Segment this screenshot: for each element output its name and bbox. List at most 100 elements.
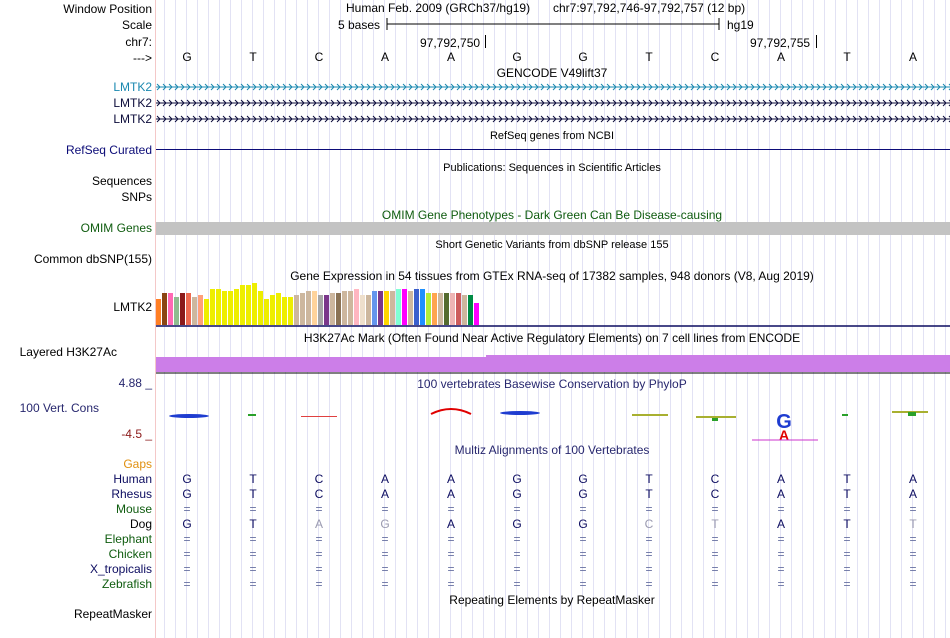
grid-line	[868, 0, 869, 638]
species-label-x_tropicalis[interactable]: X_tropicalis	[89, 562, 152, 576]
gtex-tissue-bar[interactable]	[216, 289, 221, 325]
grid-line	[758, 0, 759, 638]
gtex-tissue-bar[interactable]	[288, 297, 293, 325]
gtex-tissue-bar[interactable]	[306, 291, 311, 325]
phylop-logo[interactable]: G A	[156, 404, 950, 444]
alignment-base-dog: T	[909, 517, 917, 531]
gtex-tissue-bar[interactable]	[462, 295, 467, 325]
omim-gene-bar[interactable]	[156, 222, 950, 235]
gtex-tissue-bar[interactable]	[186, 293, 191, 325]
species-label-dog[interactable]: Dog	[129, 517, 152, 531]
gencode-gene-label-1[interactable]: LMTK2	[113, 80, 152, 94]
gtex-tissue-bar[interactable]	[384, 291, 389, 325]
chrom-label: chr7:	[125, 35, 152, 49]
gtex-tissue-bar[interactable]	[348, 291, 353, 325]
h3k27ac-label[interactable]: Layered H3K27Ac	[19, 345, 117, 359]
gtex-tissue-bar[interactable]	[330, 293, 335, 325]
gtex-tissue-bar[interactable]	[168, 293, 173, 325]
snps-label[interactable]: SNPs	[121, 190, 152, 204]
grid-line	[703, 0, 704, 638]
gtex-tissue-bar[interactable]	[318, 295, 323, 325]
gtex-tissue-bar[interactable]	[342, 291, 347, 325]
gtex-tissue-bar[interactable]	[438, 293, 443, 325]
gtex-tissue-bar[interactable]	[198, 295, 203, 325]
alignment-base-x_tropicalis: =	[645, 562, 653, 576]
gencode-transcript-2[interactable]	[156, 99, 950, 107]
grid-line	[637, 0, 638, 638]
browser-image[interactable]: Human Feb. 2009 (GRCh37/hg19) chr7:97,79…	[156, 0, 950, 638]
species-label-zebrafish[interactable]: Zebrafish	[101, 577, 152, 591]
gtex-tissue-bar[interactable]	[402, 289, 407, 325]
gtex-tissue-bar[interactable]	[270, 295, 275, 325]
omim-genes-label[interactable]: OMIM Genes	[80, 221, 152, 235]
repeatmasker-label[interactable]: RepeatMasker	[73, 607, 152, 621]
alignment-base-elephant: =	[513, 532, 521, 546]
alignment-base-mouse: =	[909, 502, 917, 516]
gtex-tissue-bar[interactable]	[174, 297, 179, 325]
gtex-tissue-bar[interactable]	[366, 295, 371, 325]
alignment-base-rhesus: G	[578, 487, 588, 501]
gtex-tissue-bar[interactable]	[300, 293, 305, 325]
gtex-gene-label[interactable]: LMTK2	[113, 300, 152, 314]
gtex-tissue-bar[interactable]	[264, 299, 269, 325]
gencode-gene-label-2[interactable]: LMTK2	[113, 96, 152, 110]
gtex-tissue-bar[interactable]	[372, 291, 377, 325]
gtex-tissue-bar[interactable]	[228, 291, 233, 325]
gtex-tissue-bar[interactable]	[234, 289, 239, 325]
gtex-tissue-bar[interactable]	[294, 295, 299, 325]
gtex-tissue-bar[interactable]	[468, 295, 473, 325]
alignment-base-chicken: =	[447, 547, 455, 561]
gtex-tissue-bar[interactable]	[354, 289, 359, 325]
gtex-tissue-bar[interactable]	[192, 297, 197, 325]
gtex-tissue-bar[interactable]	[282, 297, 287, 325]
gtex-tissue-bar[interactable]	[378, 291, 383, 325]
scale-text: 5 bases	[338, 18, 381, 32]
gtex-tissue-bar[interactable]	[240, 285, 245, 325]
grid-line	[912, 0, 913, 638]
gtex-tissue-bar[interactable]	[246, 285, 251, 325]
gtex-tissue-bar[interactable]	[252, 283, 257, 325]
gtex-tissue-bar[interactable]	[210, 289, 215, 325]
gtex-tissue-bar[interactable]	[450, 293, 455, 325]
gtex-expression-chart[interactable]	[156, 283, 950, 328]
gtex-tissue-bar[interactable]	[456, 293, 461, 325]
refseq-gene-line[interactable]	[156, 149, 950, 150]
species-label-elephant[interactable]: Elephant	[104, 532, 152, 546]
gtex-tissue-bar[interactable]	[474, 303, 479, 325]
dbsnp-label[interactable]: Common dbSNP(155)	[33, 252, 152, 266]
gtex-tissue-bar[interactable]	[390, 291, 395, 325]
multiz-track-title: Multiz Alignments of 100 Vertebrates	[454, 443, 650, 457]
sequences-label[interactable]: Sequences	[91, 174, 152, 188]
gtex-tissue-bar[interactable]	[312, 291, 317, 325]
h3k27ac-signal[interactable]	[156, 352, 950, 374]
refseq-curated-label[interactable]: RefSeq Curated	[65, 143, 152, 157]
gtex-tissue-bar[interactable]	[444, 293, 449, 325]
gtex-tissue-bar[interactable]	[204, 299, 209, 325]
species-label-human[interactable]: Human	[113, 472, 152, 486]
gtex-tissue-bar[interactable]	[258, 291, 263, 325]
alignment-base-chicken: =	[711, 547, 719, 561]
gtex-tissue-bar[interactable]	[162, 293, 167, 325]
gencode-transcript-3[interactable]	[156, 115, 950, 123]
gtex-tissue-bar[interactable]	[336, 293, 341, 325]
species-label-rhesus[interactable]: Rhesus	[111, 487, 152, 501]
gtex-tissue-bar[interactable]	[222, 291, 227, 325]
gencode-transcript-1[interactable]	[156, 83, 950, 91]
gtex-tissue-bar[interactable]	[414, 289, 419, 325]
conservation-label[interactable]: 100 Vert. Cons	[19, 401, 99, 415]
species-label-mouse[interactable]: Mouse	[115, 502, 152, 516]
gtex-tissue-bar[interactable]	[360, 295, 365, 325]
gtex-tissue-bar[interactable]	[180, 293, 185, 325]
gencode-gene-label-3[interactable]: LMTK2	[113, 112, 152, 126]
gtex-tissue-bar[interactable]	[432, 293, 437, 325]
species-label-chicken[interactable]: Chicken	[108, 547, 152, 561]
gtex-tissue-bar[interactable]	[276, 293, 281, 325]
gtex-tissue-bar[interactable]	[156, 299, 161, 325]
gtex-tissue-bar[interactable]	[426, 293, 431, 325]
gtex-tissue-bar[interactable]	[408, 291, 413, 325]
gtex-tissue-bar[interactable]	[396, 289, 401, 325]
gtex-tissue-bar[interactable]	[324, 295, 329, 325]
alignment-base-x_tropicalis: =	[777, 562, 785, 576]
gtex-tissue-bar[interactable]	[420, 289, 425, 325]
alignment-base-elephant: =	[645, 532, 653, 546]
